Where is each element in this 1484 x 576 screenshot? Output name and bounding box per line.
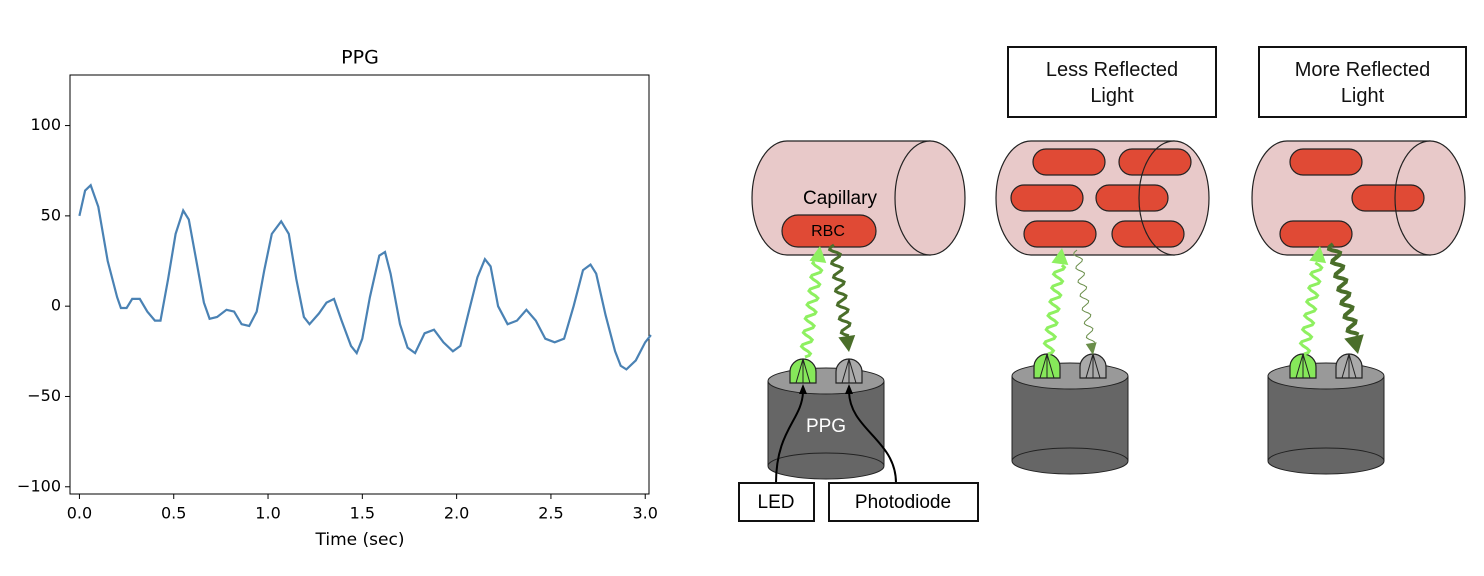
sensor-label: PPG xyxy=(806,416,846,437)
x-tick-label: 0.5 xyxy=(161,504,186,523)
light-wave xyxy=(1326,242,1360,337)
light-arrowhead xyxy=(1051,248,1069,265)
red-blood-cell xyxy=(1118,148,1192,176)
x-tick-label: 2.5 xyxy=(538,504,563,523)
y-tick-label: 100 xyxy=(30,115,61,134)
emitter-line xyxy=(1341,353,1350,379)
red-blood-cell xyxy=(1351,184,1425,212)
light-wave xyxy=(1042,263,1067,356)
red-blood-cell xyxy=(1010,184,1084,212)
x-tick-label: 1.0 xyxy=(255,504,280,523)
emitter-line xyxy=(1092,353,1101,379)
y-tick-label: 0 xyxy=(51,296,61,315)
x-tick-label: 0.0 xyxy=(67,504,92,523)
emitter-line xyxy=(795,358,804,384)
pointer-head xyxy=(799,384,807,394)
red-blood-cell xyxy=(1023,220,1097,248)
plot-frame xyxy=(69,74,650,495)
emitter-line xyxy=(1302,353,1311,379)
pointer xyxy=(848,391,897,484)
capillary-end xyxy=(895,141,965,255)
emitter-line xyxy=(848,358,857,384)
led-label: LED xyxy=(758,492,795,513)
light-wave xyxy=(1073,249,1096,343)
light-arrowhead xyxy=(809,246,827,263)
photodiode-label: Photodiode xyxy=(855,492,951,513)
red-blood-cell xyxy=(1289,148,1363,176)
light-arrowhead xyxy=(1085,342,1097,355)
capillary-end-outline xyxy=(1394,140,1466,256)
light-arrowhead xyxy=(1309,246,1327,264)
x-axis-label: Time (sec) xyxy=(315,530,405,550)
sensor-bottom xyxy=(1267,447,1385,475)
sensor-top xyxy=(767,367,885,395)
red-blood-cell xyxy=(1111,220,1185,248)
y-tick-label: −100 xyxy=(17,476,61,495)
rbc-label: RBC xyxy=(811,223,845,240)
sensor-top xyxy=(1267,362,1385,390)
x-tick-label: 1.5 xyxy=(350,504,375,523)
emitter-line xyxy=(802,358,811,384)
chart-title: PPG xyxy=(341,47,379,69)
emitter-line xyxy=(1295,353,1304,379)
led-box xyxy=(738,482,815,522)
sensor-bottom xyxy=(1011,447,1129,475)
red-blood-cell xyxy=(1032,148,1106,176)
y-tick-label: 50 xyxy=(41,205,61,224)
capillary-end xyxy=(1395,141,1465,255)
capillary-end-outline xyxy=(1138,140,1210,256)
pointer-head xyxy=(845,384,853,394)
panel-label: More Reflected Light xyxy=(1258,46,1467,118)
sensor-body xyxy=(1012,376,1128,461)
y-tick-label: −50 xyxy=(27,386,61,405)
light-wave xyxy=(799,260,824,359)
red-blood-cell xyxy=(1095,184,1169,212)
light-wave xyxy=(1298,261,1324,356)
light-wave xyxy=(827,243,852,338)
capillary-end-outline xyxy=(894,140,966,256)
emitter-line xyxy=(1085,353,1094,379)
emitter-line xyxy=(841,358,850,384)
emitter-line xyxy=(1348,353,1357,379)
emitter-line xyxy=(1046,353,1055,379)
data-line xyxy=(78,183,652,371)
pointer xyxy=(775,391,804,484)
light-arrowhead xyxy=(1344,334,1364,354)
red-blood-cell xyxy=(1279,220,1353,248)
capillary-label: Capillary xyxy=(803,188,877,209)
sensor-body xyxy=(768,381,884,466)
x-tick-label: 2.0 xyxy=(444,504,469,523)
panel-label: Less Reflected Light xyxy=(1007,46,1217,118)
light-arrowhead xyxy=(838,334,856,352)
photodiode-box xyxy=(828,482,979,522)
sensor-top xyxy=(1011,362,1129,390)
sensor-body xyxy=(1268,376,1384,461)
emitter-line xyxy=(1039,353,1048,379)
sensor-bottom xyxy=(767,452,885,480)
x-tick-label: 3.0 xyxy=(633,504,658,523)
